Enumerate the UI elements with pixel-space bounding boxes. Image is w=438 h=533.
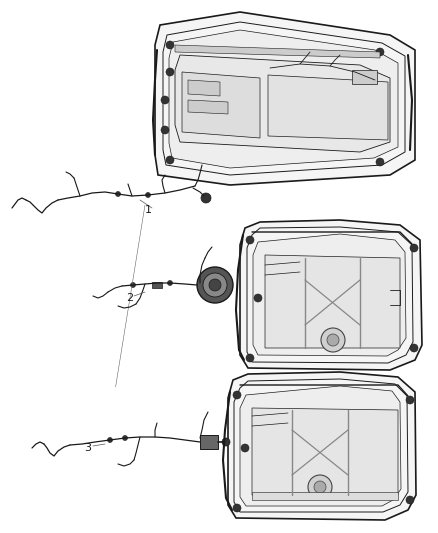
Polygon shape	[175, 45, 380, 58]
Circle shape	[116, 191, 120, 197]
Polygon shape	[240, 220, 422, 370]
Circle shape	[406, 496, 414, 504]
Circle shape	[123, 435, 127, 440]
Circle shape	[107, 438, 113, 442]
Polygon shape	[188, 100, 228, 114]
Circle shape	[161, 96, 169, 104]
Circle shape	[246, 354, 254, 362]
Polygon shape	[169, 30, 398, 168]
Circle shape	[166, 41, 174, 49]
Circle shape	[376, 48, 384, 56]
FancyBboxPatch shape	[352, 70, 377, 84]
Polygon shape	[253, 234, 406, 356]
Polygon shape	[252, 408, 398, 495]
Polygon shape	[252, 492, 398, 500]
Circle shape	[209, 279, 221, 291]
Circle shape	[161, 126, 169, 134]
FancyBboxPatch shape	[200, 435, 218, 449]
Circle shape	[410, 344, 418, 352]
Circle shape	[233, 391, 241, 399]
Circle shape	[410, 244, 418, 252]
Circle shape	[406, 396, 414, 404]
Polygon shape	[188, 80, 220, 96]
Polygon shape	[155, 12, 415, 185]
Circle shape	[167, 280, 173, 286]
Circle shape	[197, 267, 233, 303]
Circle shape	[241, 444, 249, 452]
Circle shape	[254, 294, 262, 302]
Text: 1: 1	[145, 205, 152, 215]
Circle shape	[201, 193, 211, 203]
Text: 3: 3	[85, 443, 92, 453]
Circle shape	[314, 481, 326, 493]
Polygon shape	[240, 386, 401, 506]
Polygon shape	[175, 55, 390, 152]
Polygon shape	[268, 75, 388, 140]
Circle shape	[222, 438, 230, 446]
Circle shape	[327, 334, 339, 346]
Circle shape	[145, 192, 151, 198]
Circle shape	[166, 156, 174, 164]
Circle shape	[376, 158, 384, 166]
Polygon shape	[228, 372, 416, 520]
Circle shape	[308, 475, 332, 499]
Circle shape	[246, 236, 254, 244]
Circle shape	[131, 282, 135, 287]
Polygon shape	[182, 72, 260, 138]
Circle shape	[321, 328, 345, 352]
FancyBboxPatch shape	[152, 282, 162, 288]
Text: 2: 2	[127, 293, 134, 303]
Polygon shape	[265, 255, 400, 348]
Circle shape	[233, 504, 241, 512]
Circle shape	[166, 68, 174, 76]
Circle shape	[203, 273, 227, 297]
